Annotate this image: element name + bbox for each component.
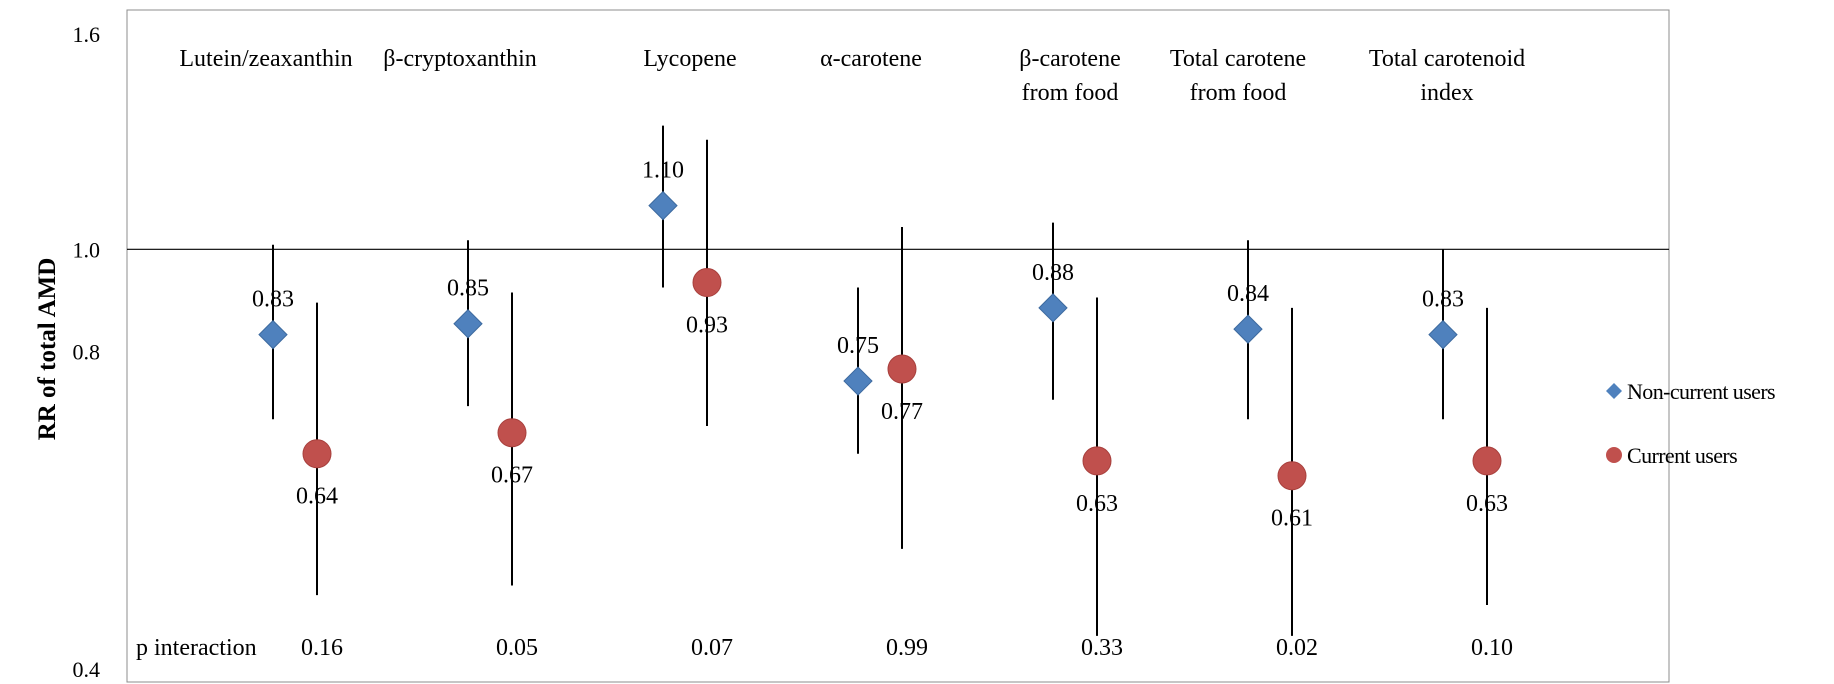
p-interaction-value: 0.16 (301, 635, 343, 661)
category-label: Total carotenoid (1369, 46, 1525, 72)
point-current (1472, 446, 1502, 476)
category-label: Lutein/zeaxanthin (179, 46, 352, 72)
category-labels: Lutein/zeaxanthin β-cryptoxanthin Lycopene… (179, 46, 1525, 106)
legend: Non-current users Current users (1606, 379, 1776, 468)
category-label: index (1420, 80, 1473, 106)
point-non-current (648, 190, 678, 221)
point-non-current (1428, 319, 1458, 350)
legend-label-non-current: Non-current users (1627, 379, 1775, 404)
plot-frame (126, 9, 1670, 683)
point-non-current (1233, 314, 1263, 344)
point-current (1082, 446, 1112, 476)
value-label-current: 0.63 (1466, 491, 1508, 517)
value-label-current: 0.93 (686, 313, 728, 339)
y-axis-ticks: 0.4 0.8 1.0 1.6 (73, 22, 101, 682)
value-label-non-current: 0.88 (1032, 260, 1074, 286)
p-interaction-label: p interaction (136, 635, 257, 661)
point-current (497, 418, 527, 448)
value-label-non-current: 0.85 (447, 276, 489, 302)
value-label-current: 0.63 (1076, 491, 1118, 517)
value-label-current: 0.67 (491, 463, 533, 489)
y-tick-label: 0.4 (73, 657, 101, 682)
value-label-non-current: 1.10 (642, 158, 684, 184)
category-label: β-carotene (1019, 46, 1120, 72)
category-label: α-carotene (820, 46, 922, 72)
point-non-current (258, 319, 288, 350)
category-label: Lycopene (643, 46, 736, 72)
y-tick-label: 1.0 (73, 237, 101, 262)
point-non-current (453, 309, 483, 339)
legend-marker-non-current (1606, 383, 1622, 399)
value-label-current: 0.77 (881, 399, 923, 425)
category-label: Total carotene (1170, 46, 1306, 72)
y-tick-label: 0.8 (73, 340, 101, 365)
point-non-current (843, 366, 873, 396)
p-interaction-value: 0.07 (691, 635, 733, 661)
point-current (302, 439, 332, 469)
point-current (887, 354, 917, 384)
p-interaction-row: p interaction 0.16 0.05 0.07 0.99 0.33 0.02 0.1… (136, 635, 1513, 661)
legend-marker-current (1606, 447, 1622, 463)
value-label-non-current: 0.83 (252, 287, 294, 313)
legend-label-current: Current users (1627, 443, 1737, 468)
value-label-current: 0.61 (1271, 506, 1313, 532)
value-label-non-current: 0.83 (1422, 287, 1464, 313)
p-interaction-value: 0.10 (1471, 635, 1513, 661)
y-axis-title: RR of total AMD (34, 258, 61, 441)
y-tick-label: 1.6 (73, 22, 101, 47)
point-current (1277, 461, 1307, 491)
category-label: from food (1022, 80, 1119, 106)
p-interaction-value: 0.05 (496, 635, 538, 661)
p-interaction-value: 0.99 (886, 635, 928, 661)
category-label: β-cryptoxanthin (383, 46, 537, 72)
value-label-current: 0.64 (296, 484, 338, 510)
category-label: from food (1190, 80, 1287, 106)
p-interaction-value: 0.02 (1276, 635, 1318, 661)
data-marks: 0.83 0.64 0.85 0.67 1.10 0.93 0.75 0.77 0.88 0.63… (252, 125, 1508, 636)
point-current (692, 268, 722, 298)
p-interaction-value: 0.33 (1081, 635, 1123, 661)
value-label-non-current: 0.75 (837, 333, 879, 359)
value-label-non-current: 0.84 (1227, 281, 1269, 307)
point-non-current (1038, 293, 1068, 323)
